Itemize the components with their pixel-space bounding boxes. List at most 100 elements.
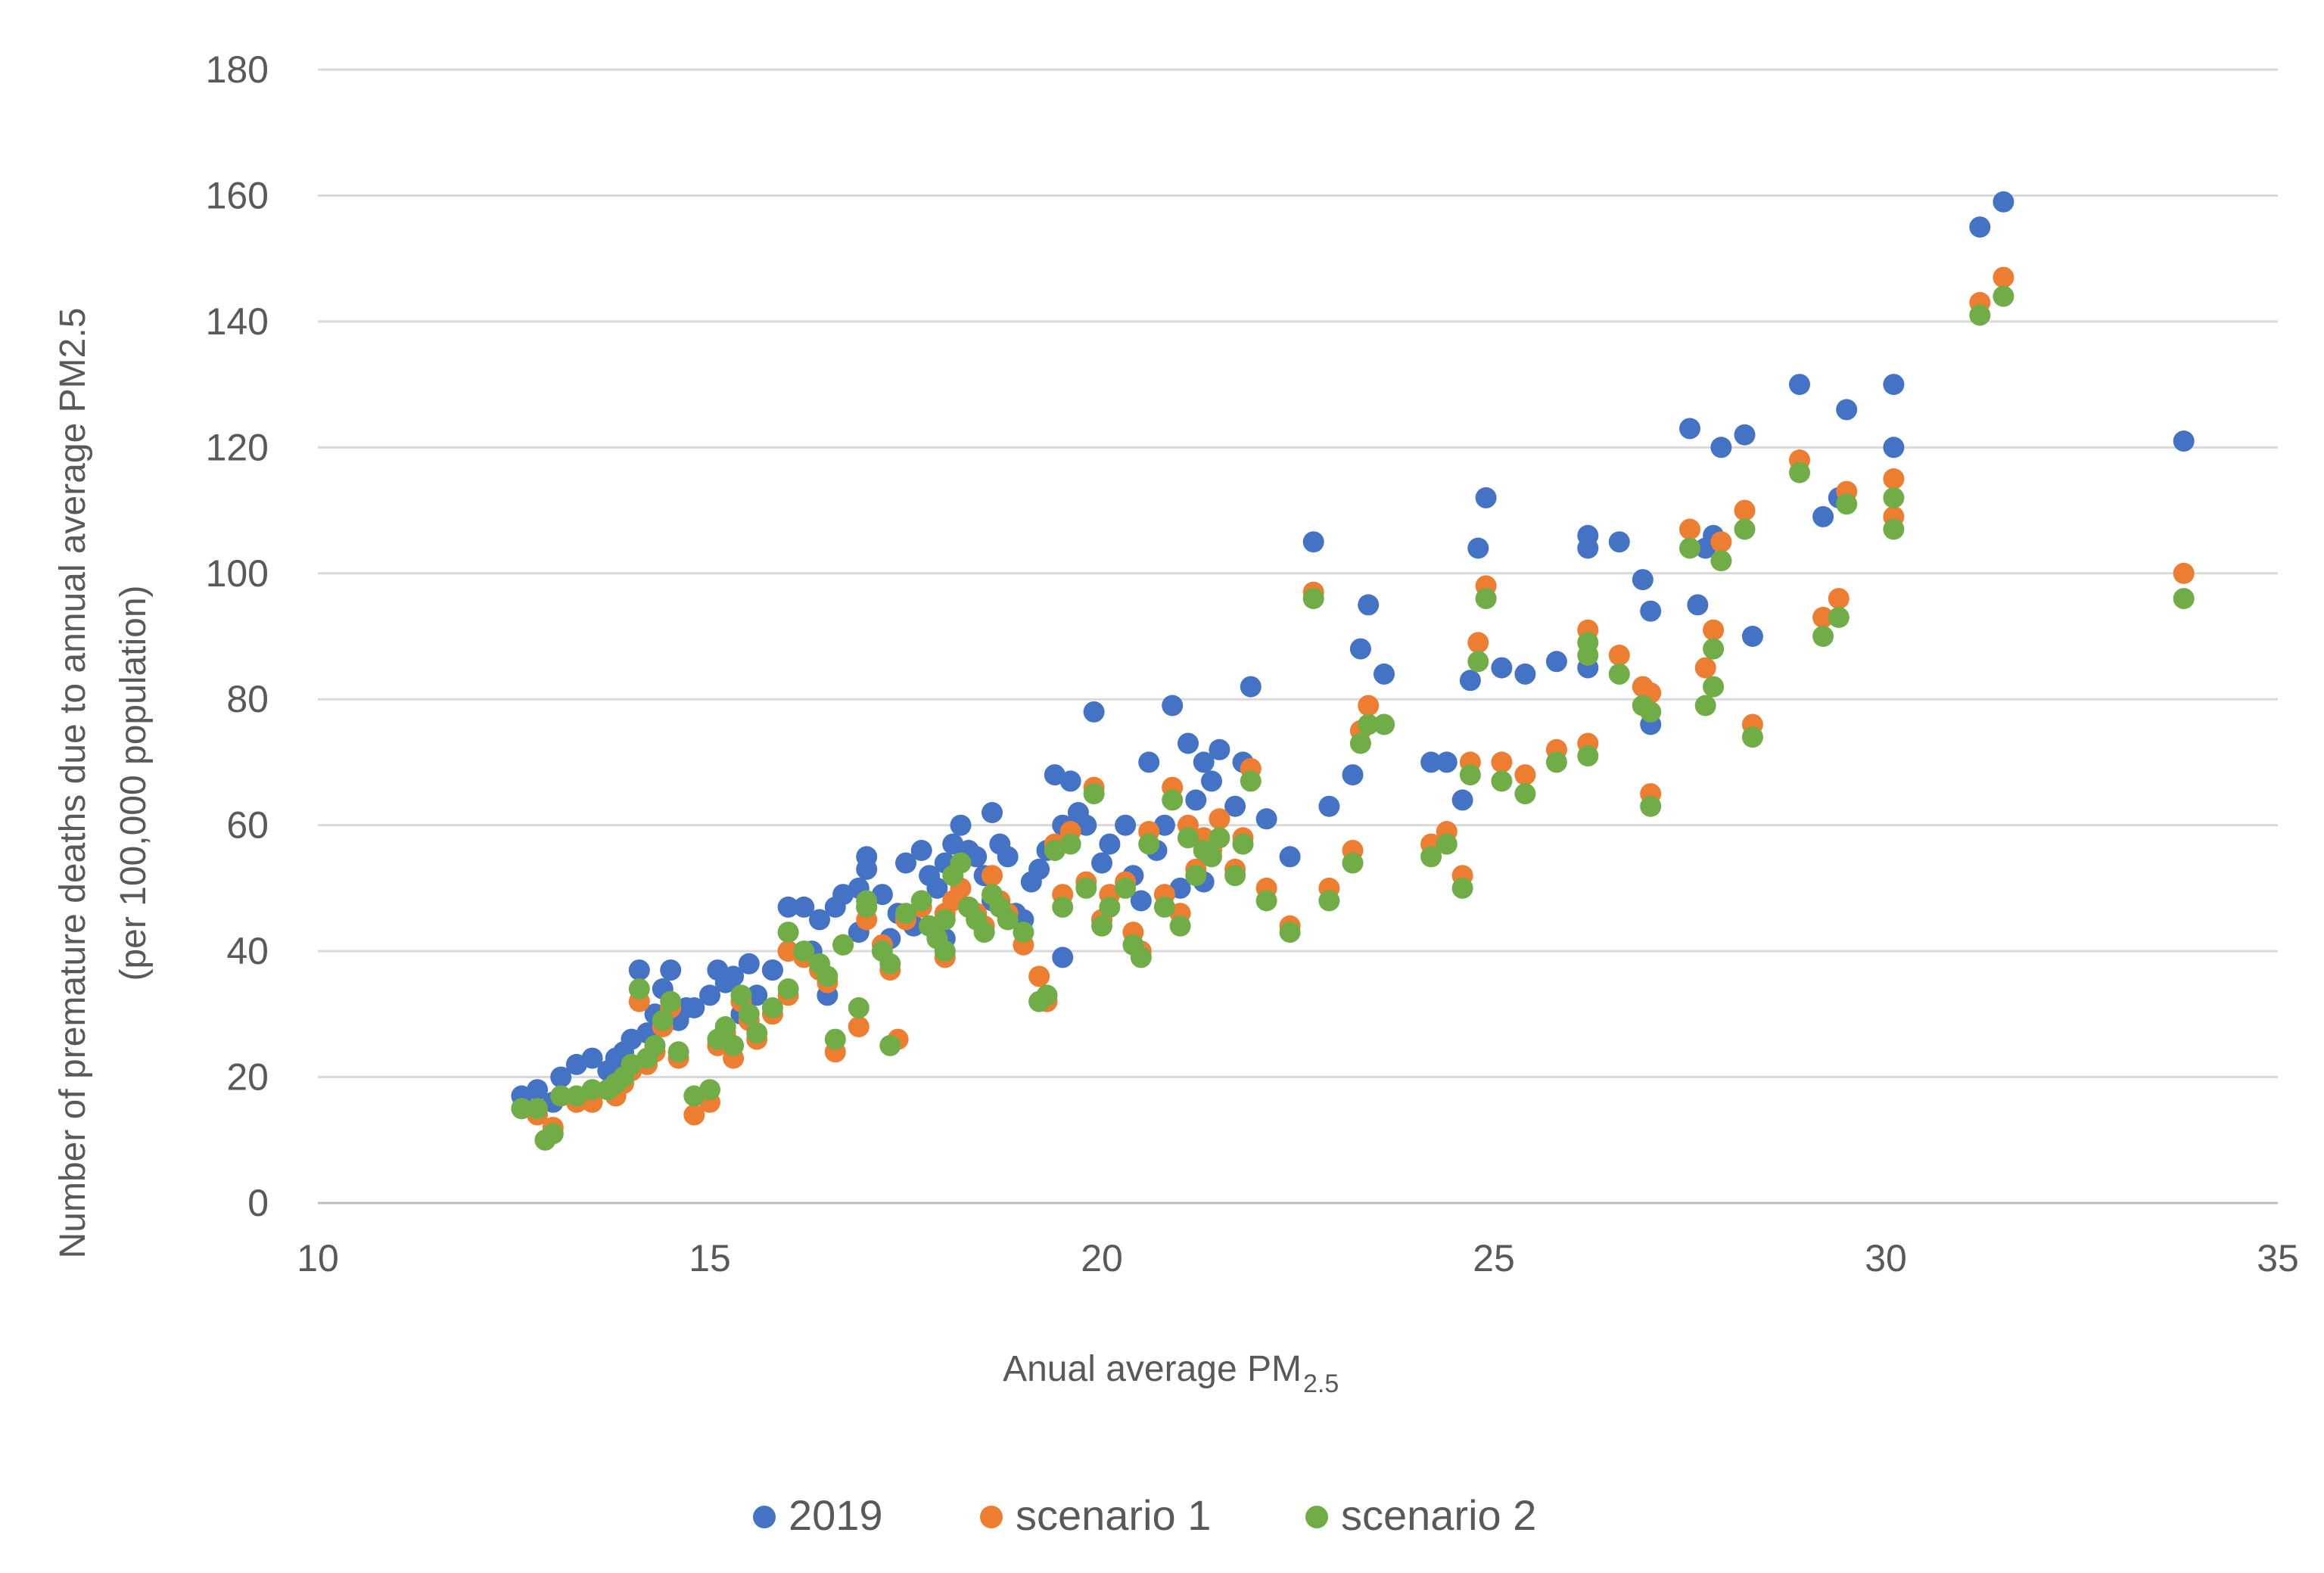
data-point <box>1209 827 1230 849</box>
data-point <box>1436 833 1458 855</box>
data-point <box>1679 418 1700 440</box>
data-point <box>1193 751 1215 773</box>
x-axis-title: Anual average PM <box>1003 1349 1302 1389</box>
data-point <box>895 903 916 925</box>
data-point <box>1475 588 1497 610</box>
data-point <box>1687 594 1709 616</box>
data-point <box>605 1072 627 1094</box>
data-point <box>1349 638 1371 660</box>
data-point <box>1091 915 1112 937</box>
x-tick-label: 15 <box>689 1237 731 1279</box>
data-point <box>746 1022 768 1044</box>
data-point <box>926 877 948 899</box>
legend-marker <box>1305 1506 1328 1528</box>
data-point <box>910 890 932 912</box>
legend-label: scenario 2 <box>1341 1491 1536 1539</box>
data-point <box>1883 518 1905 540</box>
data-point <box>1358 695 1380 717</box>
data-point <box>1224 865 1246 887</box>
data-point <box>1883 374 1905 396</box>
legend-marker <box>980 1506 1003 1528</box>
y-axis-title-line1: Number of premature deaths due to annual… <box>53 308 93 1259</box>
data-point <box>1153 896 1175 918</box>
data-point <box>1083 783 1105 805</box>
data-point <box>1812 505 1834 527</box>
data-point <box>581 1047 603 1069</box>
data-point <box>1577 537 1599 559</box>
data-point <box>824 1028 846 1050</box>
data-point <box>1059 833 1081 855</box>
y-tick-label: 40 <box>226 930 269 972</box>
data-point <box>1342 764 1364 786</box>
data-point <box>1640 600 1662 622</box>
data-point <box>1451 789 1473 811</box>
data-point <box>1169 915 1191 937</box>
data-point <box>628 978 650 999</box>
data-point <box>1318 890 1340 912</box>
data-point <box>542 1123 564 1145</box>
data-point <box>879 953 901 975</box>
data-point <box>950 814 972 836</box>
data-point <box>652 1009 674 1031</box>
data-point <box>1467 537 1489 559</box>
data-point <box>527 1098 549 1120</box>
data-point <box>1883 468 1905 490</box>
data-point <box>1255 808 1277 830</box>
data-point <box>1075 877 1097 899</box>
data-point <box>1178 827 1199 849</box>
data-point <box>1201 846 1222 868</box>
data-point <box>1349 732 1371 754</box>
data-point <box>856 890 878 912</box>
data-point <box>1162 789 1184 811</box>
data-point <box>879 1034 901 1056</box>
data-point <box>1703 676 1725 698</box>
y-tick-labels: 0 20 40 60 80 100 120 140 160 180 <box>206 48 269 1224</box>
data-point <box>1883 487 1905 508</box>
data-point <box>1374 663 1395 685</box>
data-point <box>1969 216 1991 238</box>
data-point <box>1240 770 1262 792</box>
y-tick-label: 160 <box>206 174 269 216</box>
data-point <box>950 852 972 874</box>
data-point <box>1459 764 1481 786</box>
data-point <box>761 959 783 981</box>
data-point <box>1514 663 1536 685</box>
data-point <box>1358 713 1380 735</box>
data-point <box>699 984 720 1006</box>
data-point <box>1201 770 1222 792</box>
data-point <box>1318 795 1340 817</box>
data-point <box>1545 751 1567 773</box>
y-tick-label: 180 <box>206 48 269 91</box>
data-point <box>832 934 854 956</box>
y-tick-label: 140 <box>206 300 269 343</box>
data-point <box>1608 531 1630 553</box>
y-tick-label: 100 <box>206 552 269 595</box>
data-point <box>1013 922 1034 943</box>
data-point <box>997 846 1019 868</box>
y-tick-label: 120 <box>206 426 269 468</box>
data-point <box>1812 607 1834 628</box>
data-point <box>1358 594 1380 616</box>
data-point <box>1577 745 1599 767</box>
data-point <box>1342 852 1364 874</box>
data-point <box>1178 732 1199 754</box>
x-axis-title-subscript: 2.5 <box>1303 1369 1339 1398</box>
data-point <box>793 940 815 962</box>
series-1 <box>511 191 2195 1113</box>
data-point <box>761 997 783 1018</box>
data-point <box>1710 437 1732 459</box>
data-point <box>1734 424 1756 446</box>
data-point <box>1741 726 1763 748</box>
data-point <box>1059 770 1081 792</box>
legend-label: scenario 1 <box>1016 1491 1211 1539</box>
data-point <box>1036 984 1058 1006</box>
data-point <box>973 922 995 943</box>
data-point <box>934 940 956 962</box>
data-point <box>1138 833 1160 855</box>
data-point <box>1130 890 1152 912</box>
data-point <box>1232 833 1254 855</box>
data-point <box>910 840 932 861</box>
data-point <box>628 959 650 981</box>
data-point <box>550 1085 572 1107</box>
